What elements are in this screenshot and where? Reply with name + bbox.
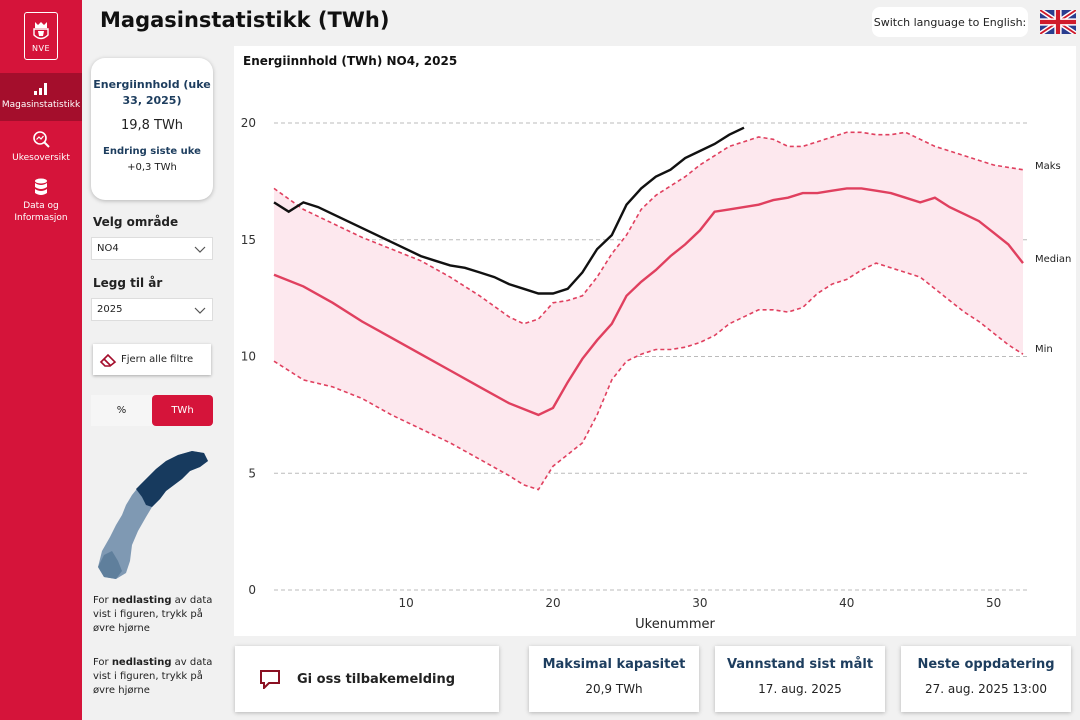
next-update-card: Neste oppdatering 27. aug. 2025 13:00: [901, 646, 1071, 712]
last-measured-card: Vannstand sist målt 17. aug. 2025: [715, 646, 885, 712]
x-tick-label: 10: [399, 596, 414, 610]
nve-logo[interactable]: NVE: [24, 12, 58, 60]
info-title: Vannstand sist målt: [726, 657, 874, 672]
clear-filters-button[interactable]: Fjern alle filtre: [93, 344, 211, 375]
note-suffix: av data vist i figuren, trykk på øvre hj…: [93, 595, 213, 634]
bar-chart-icon: [34, 83, 47, 95]
logo-text: NVE: [31, 43, 50, 53]
y-tick-label: 0: [248, 583, 256, 597]
area-label: Velg område: [93, 215, 179, 229]
sidebar-item-label: Magasinstatistikk: [1, 100, 81, 110]
info-value: 17. aug. 2025: [758, 682, 842, 696]
sidebar-item-label: Ukesoversikt: [12, 153, 70, 163]
lion-crest-icon: [33, 21, 49, 39]
y-tick-label: 15: [241, 233, 256, 247]
note-suffix: av data vist i figuren, trykk på øvre hj…: [93, 657, 213, 696]
area-select[interactable]: NO4: [91, 237, 213, 260]
clear-filters-label: Fjern alle filtre: [121, 354, 194, 365]
switch-language-button[interactable]: Switch language to English:: [872, 7, 1028, 37]
note-bold: nedlasting: [111, 595, 172, 606]
eraser-icon: [99, 353, 117, 367]
x-tick-label: 30: [692, 596, 707, 610]
download-note: For nedlasting av data vist i figuren, t…: [93, 594, 217, 636]
area-select-value: NO4: [97, 243, 119, 254]
kpi-title: Energiinnhold (uke 33, 2025): [93, 78, 211, 107]
max-capacity-card: Maksimal kapasitet 20,9 TWh: [529, 646, 699, 712]
year-select-value: 2025: [97, 304, 123, 315]
x-axis-label: Ukenummer: [635, 617, 715, 632]
x-tick-label: 20: [545, 596, 560, 610]
sidebar-item-magasinstatistikk[interactable]: Magasinstatistikk: [0, 73, 82, 121]
note-prefix: For: [93, 595, 112, 606]
unit-toggle-twh[interactable]: TWh: [152, 395, 213, 426]
series-line-min: [273, 262, 1024, 491]
note-prefix: For: [93, 657, 112, 668]
info-title: Maksimal kapasitet: [542, 657, 686, 672]
note-bold: nedlasting: [111, 657, 172, 668]
unit-toggle: % TWh: [91, 395, 213, 426]
min-max-band: [274, 132, 1023, 490]
page-title: Magasinstatistikk (TWh): [100, 8, 390, 32]
y-tick-label: 5: [248, 466, 256, 480]
sidebar-item-ukesoversikt[interactable]: Ukesoversikt: [0, 130, 82, 168]
info-title: Neste oppdatering: [917, 657, 1055, 672]
y-tick-label: 10: [241, 350, 256, 364]
y-tick-label: 20: [241, 116, 256, 130]
norway-map[interactable]: [92, 445, 212, 585]
chevron-down-icon: [194, 246, 206, 253]
magnifier-chart-icon: [33, 131, 50, 148]
sidebar-item-label: Data og Informasjon: [14, 201, 68, 223]
unit-toggle-percent[interactable]: %: [116, 405, 127, 416]
sidebar: NVE Magasinstatistikk Ukesoversikt Data …: [0, 0, 82, 720]
info-value: 20,9 TWh: [585, 682, 643, 696]
year-label: Legg til år: [93, 276, 163, 290]
info-value: 27. aug. 2025 13:00: [924, 682, 1048, 696]
chart-title: Energiinnhold (TWh) NO4, 2025: [243, 54, 458, 68]
chart-card: 0 5 10 15 20 10 20 30 40 50 Ukenummer Maks Median Min…: [234, 46, 1076, 636]
uk-flag-icon[interactable]: [1040, 10, 1076, 34]
energy-content-card: Energiinnhold (uke 33, 2025) 19,8 TWh En…: [91, 58, 213, 200]
speech-bubble-icon: [260, 670, 280, 689]
series-line-maks: [273, 131, 1024, 325]
series-label: Min: [1035, 344, 1053, 355]
sidebar-item-data-og-informasjon[interactable]: Data og Informasjon: [0, 178, 82, 228]
year-select[interactable]: 2025: [91, 298, 213, 321]
series-line-median: [273, 187, 1024, 417]
x-tick-label: 40: [839, 596, 854, 610]
series-label: Maks: [1035, 161, 1061, 172]
series-label: Median: [1035, 254, 1071, 265]
kpi-change-value: +0,3 TWh: [127, 162, 177, 173]
database-icon: [35, 178, 47, 195]
kpi-change-label: Endring siste uke: [103, 146, 201, 157]
series-line-2025: [273, 126, 745, 295]
download-note: For nedlasting av data vist i figuren, t…: [93, 656, 217, 698]
x-tick-label: 50: [986, 596, 1001, 610]
feedback-label: Gi oss tilbakemelding: [297, 671, 456, 687]
feedback-button[interactable]: Gi oss tilbakemelding: [235, 646, 499, 712]
kpi-value: 19,8 TWh: [120, 118, 184, 133]
chevron-down-icon: [194, 307, 206, 314]
reservoir-chart[interactable]: 0 5 10 15 20 10 20 30 40 50 Ukenummer Maks Median Min: [234, 46, 1076, 636]
